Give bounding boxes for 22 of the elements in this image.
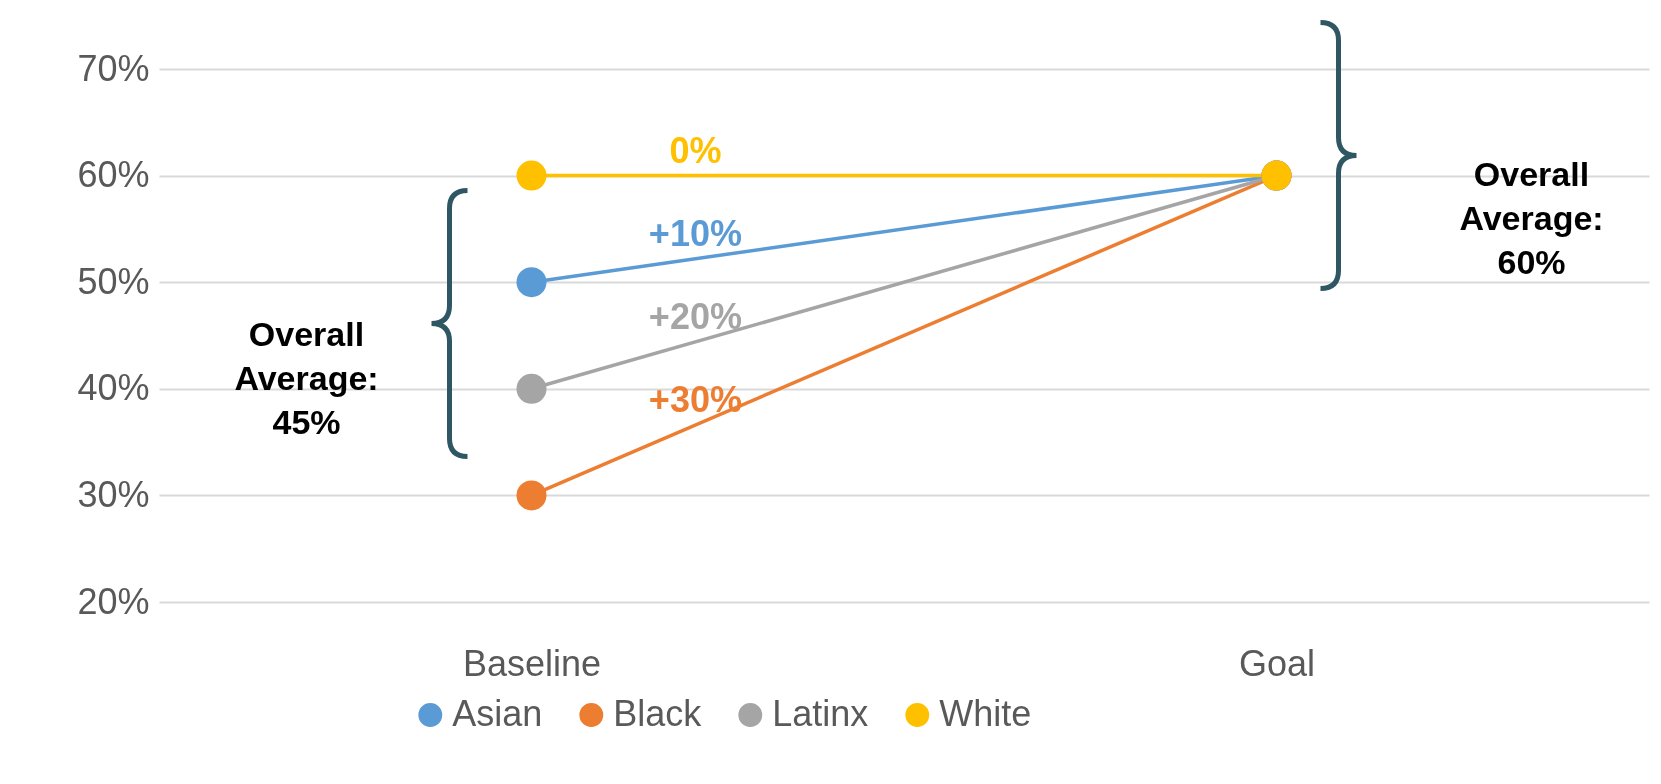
y-tick-label: 50%	[77, 260, 150, 302]
annotation: Overall Average: 60%	[1459, 154, 1604, 281]
annotation: +30%	[648, 379, 742, 421]
point	[516, 480, 547, 511]
y-tick-label: 60%	[77, 154, 150, 196]
annotation: Overall Average: 45%	[234, 314, 379, 441]
point	[516, 160, 547, 191]
annotation: 0%	[669, 129, 722, 171]
y-tick-label: 40%	[77, 367, 150, 409]
legend-label: Asian	[452, 693, 543, 734]
legend-label: White	[939, 693, 1032, 734]
y-tick-label: 70%	[77, 47, 150, 89]
y-tick-label: 20%	[77, 580, 150, 622]
point	[516, 267, 547, 298]
y-tick-label: 30%	[77, 473, 150, 515]
annotation: +20%	[648, 295, 742, 337]
x-tick-label: Goal	[1238, 642, 1316, 684]
legend-label: Latinx	[772, 693, 869, 734]
annotation: +10%	[648, 212, 742, 254]
point	[516, 373, 547, 404]
x-tick-label: Baseline	[462, 642, 602, 684]
legend-label: Black	[613, 693, 703, 734]
